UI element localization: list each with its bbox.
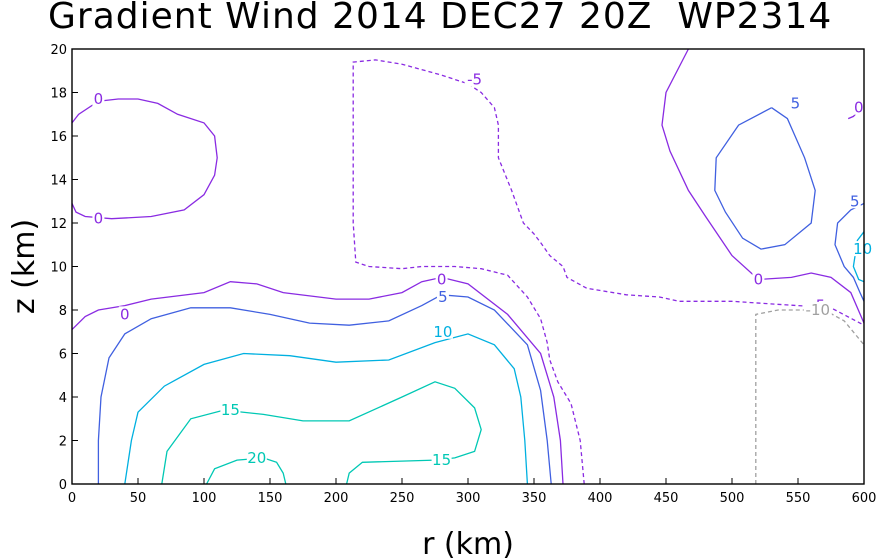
contour-label--5: -5: [467, 70, 482, 88]
y-tick-label: 18: [50, 87, 67, 102]
x-tick-label: 100: [192, 491, 217, 506]
x-tick-label: 300: [456, 491, 481, 506]
contour-line--10: [755, 309, 865, 484]
contour-label-bg: [752, 271, 765, 287]
contour-label-0: 0: [120, 305, 130, 323]
contour-line-5: [97, 294, 552, 485]
contour-label-bg: [92, 210, 105, 226]
contour-label-5: 5: [791, 94, 801, 112]
x-tick-label: 0: [68, 491, 76, 506]
contour-label-0: 0: [94, 90, 104, 108]
contour-label-15: 15: [432, 451, 451, 469]
contour-label-bg: [852, 241, 873, 257]
x-tick-label: 250: [390, 491, 415, 506]
contour-line-5: [714, 107, 816, 250]
x-tick-label: 550: [786, 491, 811, 506]
contour-label-bg: [92, 91, 105, 107]
contour-label-bg: [432, 323, 453, 339]
contour-label-20: 20: [247, 449, 266, 467]
contour-line-10: [124, 333, 529, 485]
contour-label-0: 0: [754, 271, 764, 289]
x-tick-label: 600: [852, 491, 877, 506]
x-axis: 0 50 100 150 200 250 300 350 400 450 500 550 600: [68, 478, 877, 506]
y-tick-label: 10: [50, 261, 67, 276]
y-tick-label: 2: [59, 435, 67, 450]
contour-label-10: 10: [433, 323, 452, 341]
y-tick-label: 6: [59, 348, 67, 363]
contour-label-bg: [852, 99, 865, 115]
y-tick-label: 4: [59, 391, 67, 406]
y-tick-label: 20: [50, 43, 67, 58]
contour-label-bg: [464, 71, 485, 87]
contour-label-bg: [431, 452, 452, 468]
y-axis-label: z (km): [7, 219, 42, 314]
contour-label-bg: [789, 95, 802, 111]
contour-label-bg: [803, 302, 832, 317]
contour-label-5: 5: [850, 192, 860, 210]
contour-lines: [71, 48, 865, 485]
contour-line--5: [352, 59, 865, 485]
contour-label-0: 0: [854, 99, 864, 117]
y-tick-label: 16: [50, 130, 67, 145]
contour-label-bg: [118, 306, 131, 322]
x-axis-label: r (km): [422, 527, 514, 560]
chart-title: Gradient Wind 2014 DEC27 20Z WP2314: [48, 0, 833, 37]
x-tick-label: 400: [588, 491, 613, 506]
y-axis: 0 2 4 6 8 10 12 14 16 18 20: [50, 43, 78, 493]
contour-line-15: [161, 381, 482, 485]
x-tick-label: 150: [258, 491, 283, 506]
contour-line-0: [661, 48, 865, 324]
contour-label-15: 15: [221, 401, 240, 419]
x-tick-label: 50: [130, 491, 147, 506]
x-tick-label: 200: [324, 491, 349, 506]
contour-label-5: 5: [438, 288, 448, 306]
contour-label-0: 0: [94, 210, 104, 228]
x-tick-label: 500: [720, 491, 745, 506]
y-tick-label: 0: [59, 478, 67, 493]
y-tick-label: 8: [59, 304, 67, 319]
contour-label-0: 0: [437, 271, 447, 289]
contour-line-10: [852, 231, 865, 283]
contour-line-0: [71, 276, 564, 485]
x-tick-label: 450: [654, 491, 679, 506]
y-tick-label: 14: [50, 174, 67, 189]
contour-label-bg: [220, 402, 241, 418]
contour-line-20: [206, 457, 287, 485]
x-tick-label: 350: [522, 491, 547, 506]
contour-line-0: [71, 98, 218, 220]
contour-label-bg: [246, 449, 267, 465]
contour-label--10: -10: [806, 301, 831, 319]
contour-line-5: [834, 202, 865, 302]
contour-label-bg: [848, 193, 861, 209]
y-tick-label: 12: [50, 217, 67, 232]
contour-label-10: 10: [853, 240, 872, 258]
contour-label-bg: [436, 288, 449, 304]
contour-label-bg: [435, 271, 448, 287]
